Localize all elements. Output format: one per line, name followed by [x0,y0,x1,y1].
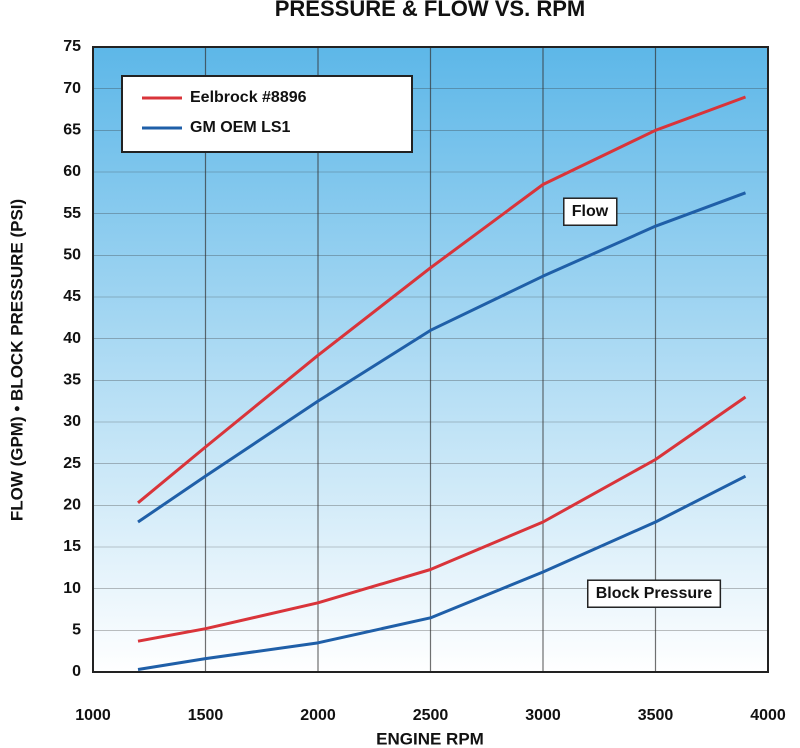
x-tick-label: 2000 [300,707,336,724]
y-tick-label: 20 [63,497,81,514]
x-tick-label: 2500 [413,707,449,724]
chart-title: PRESSURE & FLOW VS. RPM [275,0,585,21]
x-tick-label: 3000 [525,707,561,724]
annotation-box [563,197,618,226]
annotation-box [586,579,722,608]
y-tick-label: 30 [63,413,81,430]
series-line [137,395,747,643]
x-tick-label: 1000 [75,707,111,724]
y-tick-label: 0 [72,663,81,680]
series-line [137,474,747,671]
y-tick-label: 5 [72,622,81,639]
x-tick-label: 4000 [750,707,786,724]
x-axis-label: ENGINE RPM [376,729,484,748]
y-axis-label: FLOW (GPM) • BLOCK PRESSURE (PSI) [7,199,26,521]
x-tick-label: 3500 [638,707,674,724]
y-tick-label: 10 [63,580,81,597]
y-tick-label: 25 [63,455,81,472]
y-tick-label: 40 [63,330,81,347]
annotation: Flow [572,203,609,220]
x-tick-label: 1500 [188,707,224,724]
legend-box [121,75,413,153]
legend-label: GM OEM LS1 [190,119,291,136]
y-tick-label: 35 [63,372,81,389]
series-line [137,191,747,524]
plot-frame [92,46,769,673]
y-tick-label: 50 [63,247,81,264]
legend-label: Eelbrock #8896 [190,89,307,106]
y-tick-label: 70 [63,80,81,97]
annotation: Block Pressure [596,585,713,602]
y-tick-label: 45 [63,288,81,305]
y-tick-label: 65 [63,122,81,139]
series-line [137,95,747,504]
y-tick-label: 15 [63,538,81,555]
y-tick-label: 60 [63,163,81,180]
y-tick-label: 55 [63,205,81,222]
y-tick-label: 75 [63,38,81,55]
